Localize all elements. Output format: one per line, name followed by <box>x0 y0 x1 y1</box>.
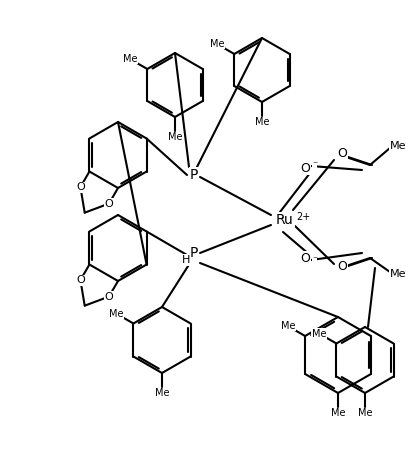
Text: Me: Me <box>123 54 137 64</box>
Text: Me: Me <box>312 329 327 338</box>
Text: O: O <box>300 252 310 264</box>
Text: 2+: 2+ <box>296 212 310 222</box>
Text: O: O <box>337 146 347 159</box>
Text: P: P <box>190 246 198 260</box>
Text: Me: Me <box>255 117 269 127</box>
Text: O: O <box>300 162 310 174</box>
Text: ⁻: ⁻ <box>312 255 317 265</box>
Text: O: O <box>337 259 347 273</box>
Text: Ru: Ru <box>276 213 294 227</box>
Text: ⁻: ⁻ <box>312 160 317 170</box>
Text: Me: Me <box>390 141 406 151</box>
Text: Me: Me <box>168 132 182 142</box>
Text: O: O <box>105 199 113 208</box>
Text: Me: Me <box>390 269 406 279</box>
Text: H: H <box>182 255 190 265</box>
Text: P: P <box>190 168 198 182</box>
Text: Me: Me <box>210 39 224 49</box>
Text: Me: Me <box>358 408 372 418</box>
Text: Me: Me <box>155 388 169 398</box>
Text: Me: Me <box>281 321 295 331</box>
Text: Me: Me <box>331 408 345 418</box>
Text: O: O <box>76 182 85 192</box>
Text: O: O <box>105 291 113 302</box>
Text: O: O <box>76 275 85 285</box>
Text: Me: Me <box>109 308 123 319</box>
